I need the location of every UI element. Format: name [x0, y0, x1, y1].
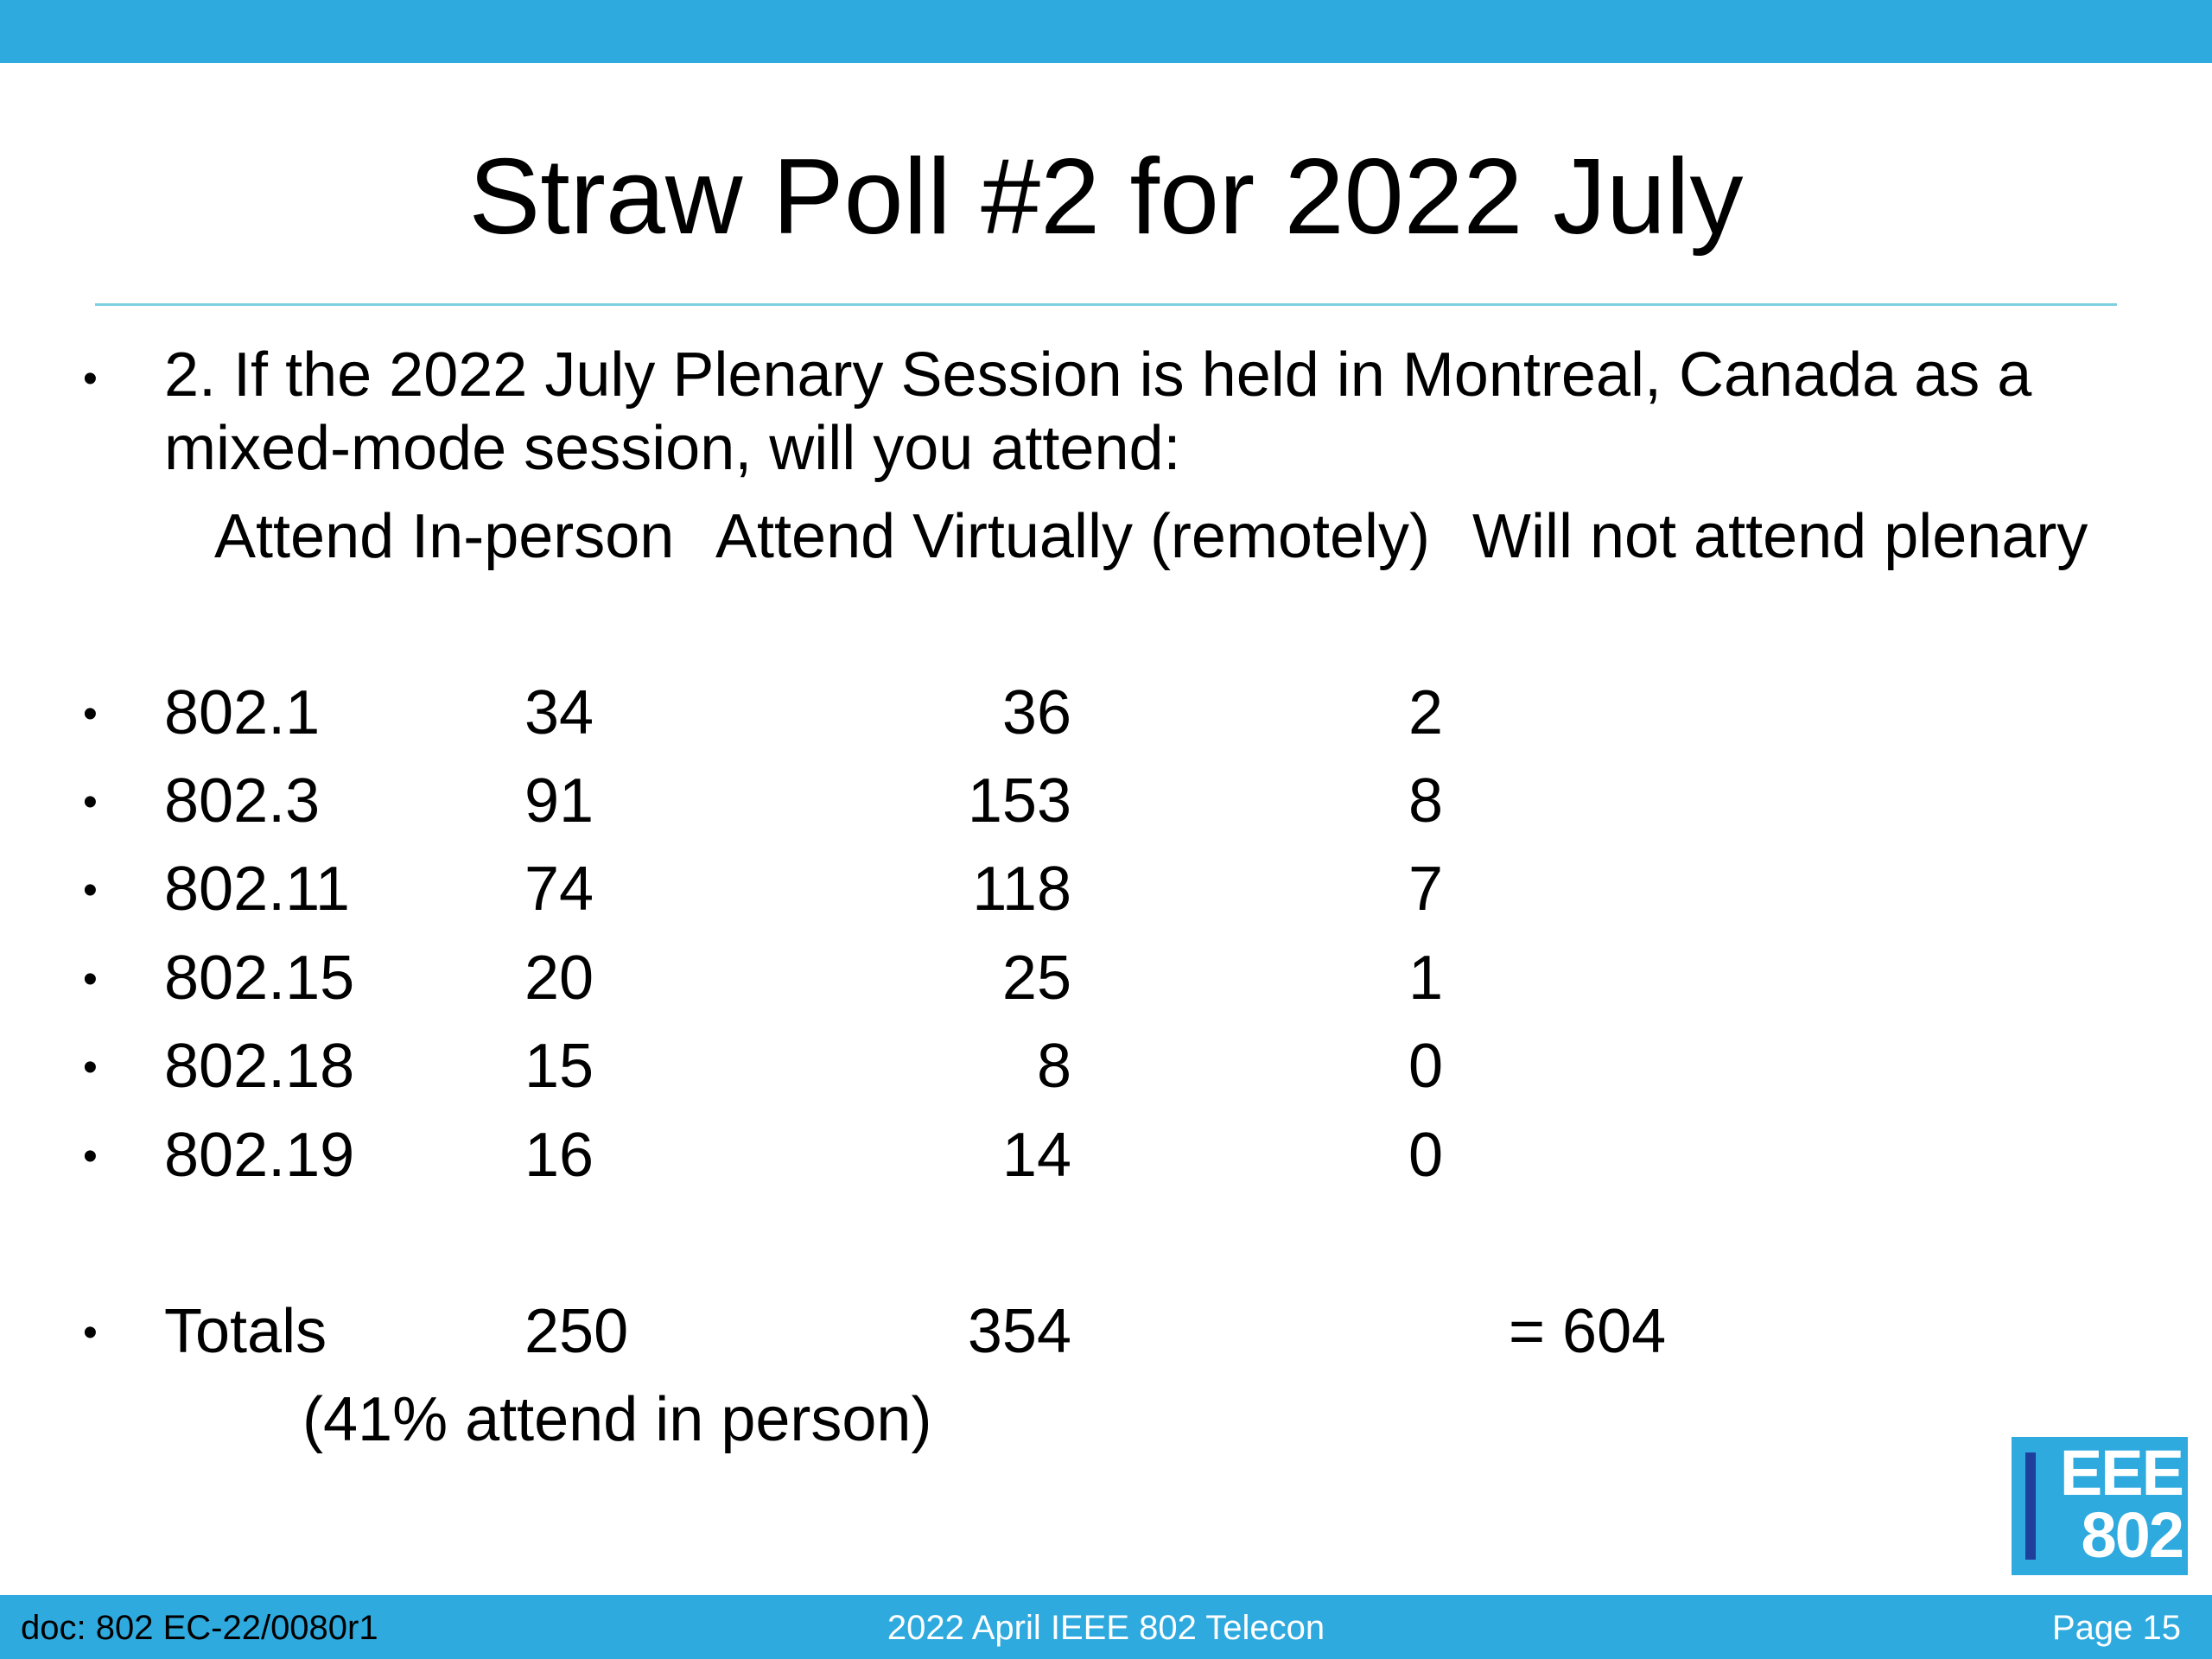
logo-line-2: 802	[2081, 1499, 2184, 1571]
row-group: 802.1	[164, 678, 321, 747]
header-virtual: Attend Virtually (remotely)	[715, 502, 1430, 571]
bullet-icon: •	[83, 691, 98, 737]
attendance-note: (41% attend in person)	[302, 1385, 932, 1454]
bullet-icon: •	[83, 868, 98, 913]
row-virtual: 36	[1001, 678, 1071, 747]
bullet-icon: •	[83, 356, 98, 402]
question-line-1: 2. If the 2022 July Plenary Session is h…	[164, 340, 2032, 410]
bullet-icon: •	[83, 1134, 98, 1179]
logo-line-1: EEE	[2059, 1437, 2184, 1509]
top-accent-bar	[0, 0, 2212, 63]
row-not-attend: 1	[1408, 944, 1444, 1013]
row-in-person: 16	[524, 1121, 594, 1190]
row-in-person: 20	[524, 944, 594, 1013]
bullet-icon: •	[83, 1045, 98, 1090]
header-in-person: Attend In-person	[214, 502, 675, 571]
row-group: 802.3	[164, 766, 321, 836]
row-virtual: 14	[1001, 1121, 1071, 1190]
logo-bar	[2025, 1452, 2036, 1560]
row-group: 802.11	[164, 855, 350, 924]
row-group: 802.19	[164, 1121, 355, 1190]
ieee-802-logo: EEE 802	[2012, 1437, 2188, 1575]
footer-doc-id: doc: 802 EC-22/0080r1	[21, 1609, 378, 1647]
title-divider	[95, 303, 2117, 306]
footer-event: 2022 April IEEE 802 Telecon	[887, 1609, 1325, 1647]
question-line-2: mixed-mode session, will you attend:	[164, 414, 1181, 483]
row-group: 802.15	[164, 944, 355, 1013]
bullet-icon: •	[83, 779, 98, 825]
totals-virtual: 354	[967, 1297, 1071, 1366]
header-not-attend: Will not attend plenary	[1472, 502, 2088, 571]
totals-in-person: 250	[524, 1297, 629, 1366]
row-in-person: 91	[524, 766, 594, 836]
logo-text: EEE 802	[2036, 1437, 2184, 1571]
slide-title: Straw Poll #2 for 2022 July	[468, 137, 1744, 257]
row-not-attend: 2	[1408, 678, 1444, 747]
row-virtual: 153	[967, 766, 1071, 836]
row-in-person: 34	[524, 678, 594, 747]
row-not-attend: 7	[1408, 855, 1444, 924]
footer-page-number: Page 15	[2051, 1609, 2181, 1647]
row-virtual: 8	[1036, 1032, 1071, 1101]
row-not-attend: 0	[1408, 1032, 1444, 1101]
footer-bar	[0, 1595, 2212, 1659]
bullet-icon: •	[83, 957, 98, 1002]
totals-label: Totals	[164, 1297, 327, 1366]
row-not-attend: 0	[1408, 1121, 1444, 1190]
row-not-attend: 8	[1408, 766, 1444, 836]
row-virtual: 25	[1001, 944, 1071, 1013]
row-in-person: 74	[524, 855, 594, 924]
bullet-icon: •	[83, 1310, 98, 1356]
row-in-person: 15	[524, 1032, 594, 1101]
row-virtual: 118	[972, 855, 1071, 924]
grand-total: = 604	[1509, 1297, 1667, 1366]
row-group: 802.18	[164, 1032, 355, 1101]
